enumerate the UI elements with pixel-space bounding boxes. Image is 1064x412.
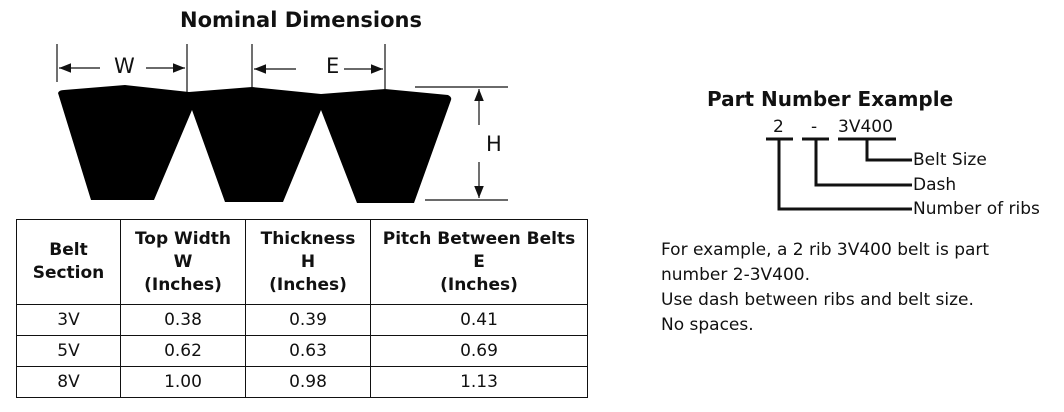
dimensions-table: Belt Section Top Width W (Inches) Thickness…	[16, 219, 588, 398]
cell: 0.98	[245, 366, 371, 398]
description-line: Use dash between ribs and belt size.	[661, 290, 974, 310]
diagram-title: Nominal Dimensions	[180, 8, 422, 32]
pitch-label: E	[326, 54, 340, 78]
callout-dash: Dash	[913, 175, 957, 195]
table-row: 3V 0.38 0.39 0.41	[16, 304, 588, 336]
description-line: For example, a 2 rib 3V400 belt is part	[661, 240, 990, 260]
table-header-row: Belt Section Top Width W (Inches) Thickness…	[16, 219, 588, 305]
cell: 5V	[16, 335, 121, 367]
header-pitch: Pitch Between Belts E (Inches)	[370, 219, 588, 305]
header-thickness: Thickness H (Inches)	[245, 219, 371, 305]
cell: 0.41	[370, 304, 588, 336]
description: For example, a 2 rib 3V400 belt is part …	[661, 238, 989, 338]
cell: 3V	[16, 304, 121, 336]
cell: 1.00	[120, 366, 246, 398]
cell: 0.69	[370, 335, 588, 367]
callout-ribs: Number of ribs	[913, 199, 1040, 219]
cell: 0.63	[245, 335, 371, 367]
cell: 1.13	[370, 366, 588, 398]
height-label: H	[486, 132, 502, 156]
callout-belt-size: Belt Size	[913, 150, 987, 170]
description-line: number 2-3V400.	[661, 265, 810, 285]
cell: 0.39	[245, 304, 371, 336]
table-row: 5V 0.62 0.63 0.69	[16, 335, 588, 367]
belt-profile	[58, 85, 452, 203]
header-belt-section: Belt Section	[16, 219, 121, 305]
table-row: 8V 1.00 0.98 1.13	[16, 366, 588, 398]
description-line: No spaces.	[661, 315, 754, 335]
header-top-width: Top Width W (Inches)	[120, 219, 246, 305]
cell: 0.38	[120, 304, 246, 336]
part-number-title: Part Number Example	[707, 87, 954, 111]
ribs-value: 2	[773, 117, 784, 137]
width-label: W	[114, 54, 135, 78]
size-value: 3V400	[838, 117, 893, 137]
dash-value: -	[811, 117, 818, 137]
cell: 0.62	[120, 335, 246, 367]
cell: 8V	[16, 366, 121, 398]
